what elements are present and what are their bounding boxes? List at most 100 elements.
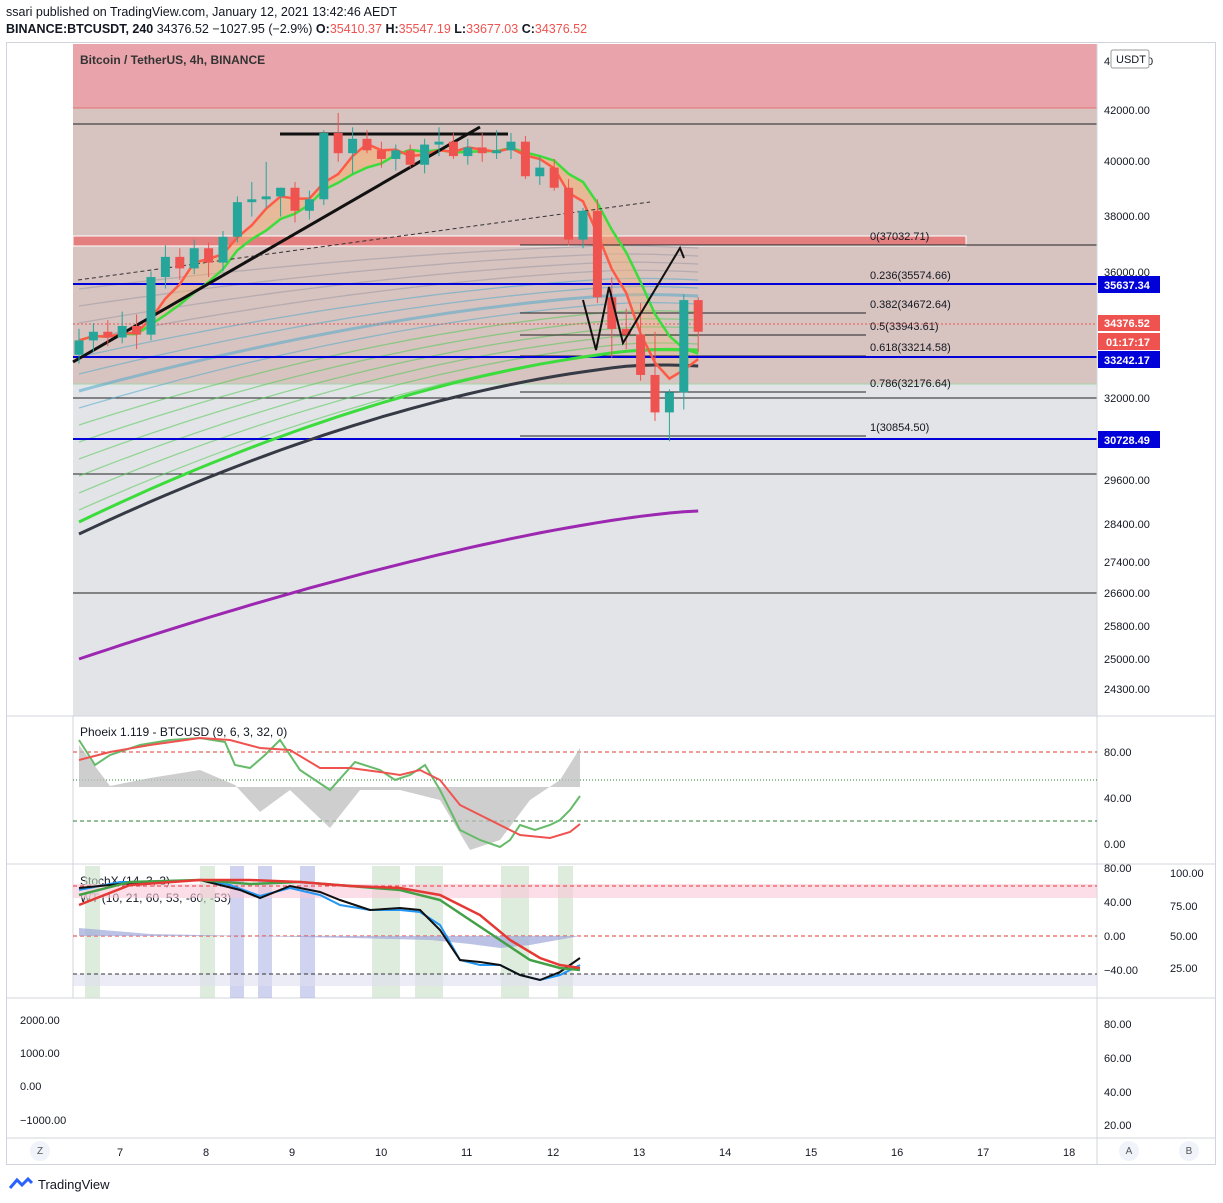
- candle: [664, 389, 674, 442]
- phoenix-axis-label: 0.00: [1104, 839, 1125, 851]
- candle-body: [434, 141, 444, 145]
- tag-countdown: 01:17:17: [1106, 337, 1150, 349]
- low-label: L:: [454, 22, 467, 36]
- price-axis-partial: 0: [1147, 56, 1153, 68]
- stoch-pane: StochX (14, 3, 3) WT (10, 21, 60, 53, -6…: [73, 863, 1204, 998]
- log-scale-button[interactable]: B: [1179, 1141, 1199, 1161]
- candle-body: [290, 187, 300, 211]
- time-axis-label: 14: [719, 1147, 731, 1159]
- time-axis-label: 17: [977, 1147, 989, 1159]
- candle-body: [650, 374, 660, 413]
- candle: [448, 133, 458, 159]
- price-axis-partial: 4: [1104, 56, 1110, 68]
- fan-line: [78, 310, 699, 426]
- phoenix-label: Phoeix 1.119 - BTCUSD (9, 6, 3, 32, 0): [80, 725, 287, 739]
- signal-band: [200, 866, 215, 998]
- candle-body: [564, 187, 574, 240]
- candle-body: [448, 141, 458, 157]
- candle: [333, 112, 343, 162]
- tag-upper: 35637.34: [1104, 280, 1151, 292]
- candle: [103, 320, 113, 347]
- fib-label: 0.618(33214.58): [870, 342, 951, 354]
- time-axis-label: 12: [547, 1147, 559, 1159]
- open-label: O:: [315, 22, 330, 36]
- candle-body: [348, 138, 358, 154]
- candle-body: [607, 297, 617, 329]
- tradingview-logo-icon: [8, 1176, 34, 1189]
- signal-band: [300, 866, 315, 998]
- candle: [564, 179, 574, 246]
- candle-body: [146, 277, 156, 335]
- auto-scale-button[interactable]: A: [1119, 1141, 1139, 1161]
- phoenix-area: [79, 745, 580, 850]
- candle: [434, 127, 444, 157]
- footer-brand: TradingView: [38, 1176, 110, 1192]
- os-zone: [73, 974, 1097, 986]
- price-axis-label: 42000.00: [1104, 105, 1150, 117]
- candle-body: [333, 133, 343, 154]
- signal-band: [258, 866, 272, 998]
- fib-label: 0.236(35574.66): [870, 270, 951, 282]
- candle: [405, 144, 415, 168]
- candle-body: [175, 256, 185, 269]
- candle-body: [319, 133, 329, 200]
- time-axis-label: 13: [633, 1147, 645, 1159]
- price-axis-label: 40000.00: [1104, 156, 1150, 168]
- price-axis-label: 26600.00: [1104, 588, 1150, 600]
- currency-button-label: USDT: [1116, 54, 1146, 66]
- candle: [160, 245, 170, 289]
- price-axis: 42000.0040000.0038000.0036000.0032000.00…: [1104, 56, 1153, 696]
- candle-body: [535, 167, 545, 177]
- stoch-axis-label: 0.00: [1104, 931, 1125, 943]
- phoenix-axis-label: 80.00: [1104, 747, 1132, 759]
- candle: [204, 242, 214, 278]
- candle-body: [506, 141, 516, 151]
- candle: [549, 158, 559, 191]
- phoenix-slow-line: [78, 736, 581, 840]
- timezone-button[interactable]: Z: [30, 1141, 50, 1161]
- stoch-axis-right-label: 25.00: [1170, 963, 1198, 975]
- candle-body: [88, 331, 98, 341]
- candle: [607, 277, 617, 358]
- price-axis-label: 28400.00: [1104, 519, 1150, 531]
- candle-body: [304, 199, 314, 211]
- candle: [520, 135, 530, 180]
- fib-label: 0.382(34672.64): [870, 299, 951, 311]
- candle-body: [218, 236, 228, 263]
- ma-purple-line: [78, 509, 699, 661]
- price-axis-label: 32000.00: [1104, 393, 1150, 405]
- fan-line: [78, 302, 699, 409]
- stoch-axis-label: 40.00: [1104, 897, 1132, 909]
- candle-body: [189, 248, 199, 269]
- fib-label: 0.786(32176.64): [870, 378, 951, 390]
- candle: [218, 230, 228, 272]
- candle-body: [204, 248, 214, 263]
- tag-mid: 33242.17: [1104, 355, 1150, 367]
- candle: [232, 196, 242, 243]
- stoch-axis-label: −40.00: [1104, 965, 1138, 977]
- candle: [636, 302, 646, 381]
- candle: [74, 328, 84, 364]
- fib-retracement: 0(37032.71) 0.236(35574.66) 0.382(34672.64…: [520, 231, 1097, 437]
- stoch-axis-right-label: 75.00: [1170, 901, 1198, 913]
- ma-green-fast-line: [78, 146, 699, 355]
- high-value: 35547.19: [398, 22, 451, 36]
- candle-body: [405, 150, 415, 165]
- candle-body: [261, 196, 271, 200]
- candle-body: [636, 334, 646, 375]
- price-axis-label: 29600.00: [1104, 475, 1150, 487]
- candle-body: [160, 256, 170, 278]
- tag-low: 30728.49: [1104, 435, 1150, 447]
- stoch-axis-label: 80.00: [1104, 863, 1132, 875]
- ma-green-line: [78, 347, 699, 524]
- candle-body: [376, 150, 386, 159]
- bottom-axis-right-label: 80.00: [1104, 1019, 1132, 1031]
- close-label: C:: [521, 22, 535, 36]
- candle-body: [362, 138, 372, 151]
- candle-body: [578, 210, 588, 240]
- currency-button[interactable]: [1110, 49, 1150, 69]
- bottom-axis-right-label: 20.00: [1104, 1120, 1132, 1132]
- time-axis-label: 18: [1063, 1147, 1075, 1159]
- time-axis-label: 16: [891, 1147, 903, 1159]
